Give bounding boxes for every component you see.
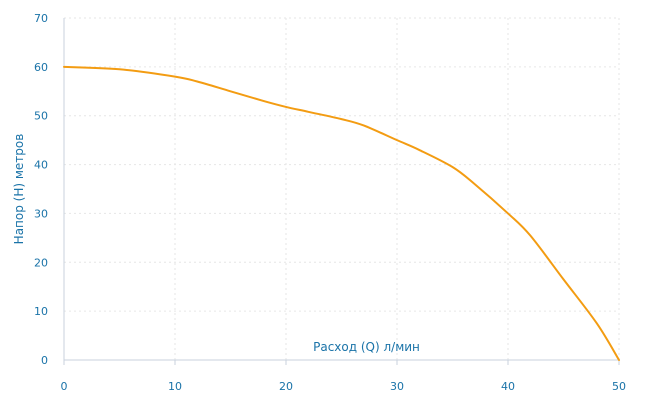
y-tick-label: 50 [34, 110, 48, 123]
y-tick-label: 0 [41, 354, 48, 367]
y-tick-label: 10 [34, 305, 48, 318]
y-axis-title: Напор (H) метров [12, 134, 26, 245]
axes [63, 18, 619, 361]
grid [64, 17, 620, 360]
x-tick-label: 0 [61, 380, 68, 393]
series-line [63, 65, 620, 361]
y-tick-label: 30 [34, 207, 48, 220]
y-tick-label: 20 [34, 256, 48, 269]
y-tick-label: 70 [34, 12, 48, 25]
x-tick-label: 50 [612, 380, 626, 393]
x-tick-label: 10 [168, 380, 182, 393]
y-tick-label: 40 [34, 159, 48, 172]
x-tick-label: 20 [279, 380, 293, 393]
ticks: 0 10 20 30 40 50 60 70 0 10 20 30 40 50 [34, 12, 626, 393]
x-axis-title: Расход (Q) л/мин [313, 340, 420, 354]
x-tick-label: 40 [501, 380, 515, 393]
y-tick-label: 60 [34, 61, 48, 74]
x-tick-label: 30 [390, 380, 404, 393]
series-layer [63, 65, 620, 361]
